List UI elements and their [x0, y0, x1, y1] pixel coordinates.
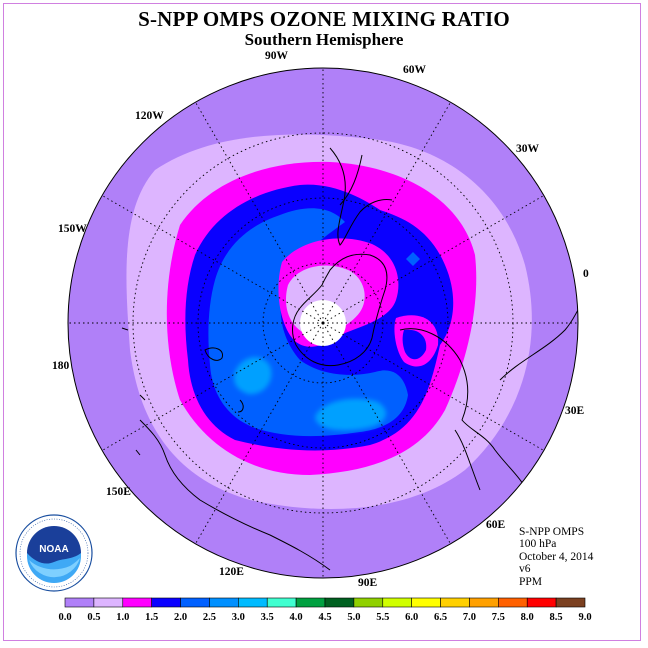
date-text: October 4, 2014: [519, 550, 594, 563]
graticule: [68, 68, 578, 578]
colorbar-swatch: [64, 597, 95, 608]
colorbar-swatch: [469, 597, 499, 608]
level-1.5-high-diamond: [406, 252, 420, 266]
colorbar-tick-label: 0.0: [58, 612, 71, 623]
colorbar-tick-label: 5.5: [376, 612, 389, 623]
lon-label-60w: 60W: [403, 64, 426, 76]
colorbar-swatch: [555, 597, 586, 608]
colorbar-swatch: [411, 597, 441, 608]
colorbar-swatch: [498, 597, 528, 608]
colorbar-swatch: [180, 597, 210, 608]
colorbar-swatch: [93, 597, 124, 608]
lon-label-180: 180: [52, 360, 70, 372]
colorbar-tick-label: 1.0: [116, 612, 129, 623]
colorbar-swatch: [440, 597, 470, 608]
colorbar-tick-label: 3.5: [261, 612, 274, 623]
colorbar-tick-label: 6.0: [405, 612, 418, 623]
colorbar-tick-label: 2.0: [174, 612, 187, 623]
lon-label-60e: 60E: [486, 519, 506, 531]
colorbar-swatch: [526, 597, 557, 608]
colorbar-swatch: [209, 597, 239, 608]
lon-label-120w: 120W: [135, 110, 164, 122]
colorbar-tick-label: 6.5: [434, 612, 447, 623]
colorbar-tick-label: 5.0: [347, 612, 360, 623]
colorbar-tick-label: 8.0: [521, 612, 534, 623]
colorbar-tick-label: 1.5: [145, 612, 158, 623]
colorbar-swatch: [151, 597, 181, 608]
colorbar-tick-label: 4.5: [318, 612, 331, 623]
level-2.5-3.0-a: [234, 357, 272, 395]
colorbar-swatch: [382, 597, 412, 608]
colorbar-tick-label: 7.0: [463, 612, 476, 623]
page-title: S-NPP OMPS OZONE MIXING RATIO: [138, 7, 510, 31]
colorbar-tick-label: 7.5: [492, 612, 505, 623]
level-2.0-inner-ring: [402, 329, 427, 360]
colorbar-swatch: [266, 597, 297, 608]
colorbar-tick-label: 4.0: [290, 612, 303, 623]
colorbar-swatch: [238, 597, 268, 608]
colorbar-swatch: [353, 597, 384, 608]
lon-label-150w: 150W: [58, 223, 87, 235]
coastlines: [121, 147, 578, 571]
lon-label-120e: 120E: [219, 566, 244, 578]
colorbar-tick-label: 0.5: [87, 612, 100, 623]
page-subtitle: Southern Hemisphere: [244, 30, 404, 49]
pressure-level-text: 100 hPa: [519, 538, 557, 551]
colorbar-tick-label: 9.0: [578, 612, 591, 623]
info-block: S-NPP OMPS 100 hPa October 4, 2014 v6 PP…: [519, 526, 593, 588]
colorbar: 0.0 0.5 1.0 1.5 2.0 2.5 3.0 3.5 4.0 4.5 5.0 5.5 6.0 6…: [58, 597, 592, 623]
instrument-text: S-NPP OMPS: [519, 526, 585, 538]
level-2.5-3.0-b: [315, 398, 386, 431]
colorbar-swatch: [122, 597, 152, 608]
lon-label-150e: 150E: [106, 486, 131, 498]
map-border: [67, 67, 579, 579]
units-text: PPM: [519, 575, 543, 588]
lon-label-90w: 90W: [265, 50, 288, 62]
lon-label-30e: 30E: [565, 405, 585, 417]
ozone-field: [68, 68, 578, 578]
colorbar-tick-label: 8.5: [550, 612, 563, 623]
lon-label-30w: 30W: [516, 143, 539, 155]
colorbar-tick-label: 3.0: [232, 612, 245, 623]
lon-label-90e: 90E: [358, 577, 378, 589]
colorbar-tick-label: 2.5: [203, 612, 216, 623]
lon-label-0: 0: [583, 268, 589, 280]
colorbar-swatch: [295, 597, 326, 608]
colorbar-swatch: [324, 597, 355, 608]
version-text: v6: [519, 563, 531, 576]
page-frame: [3, 3, 641, 641]
